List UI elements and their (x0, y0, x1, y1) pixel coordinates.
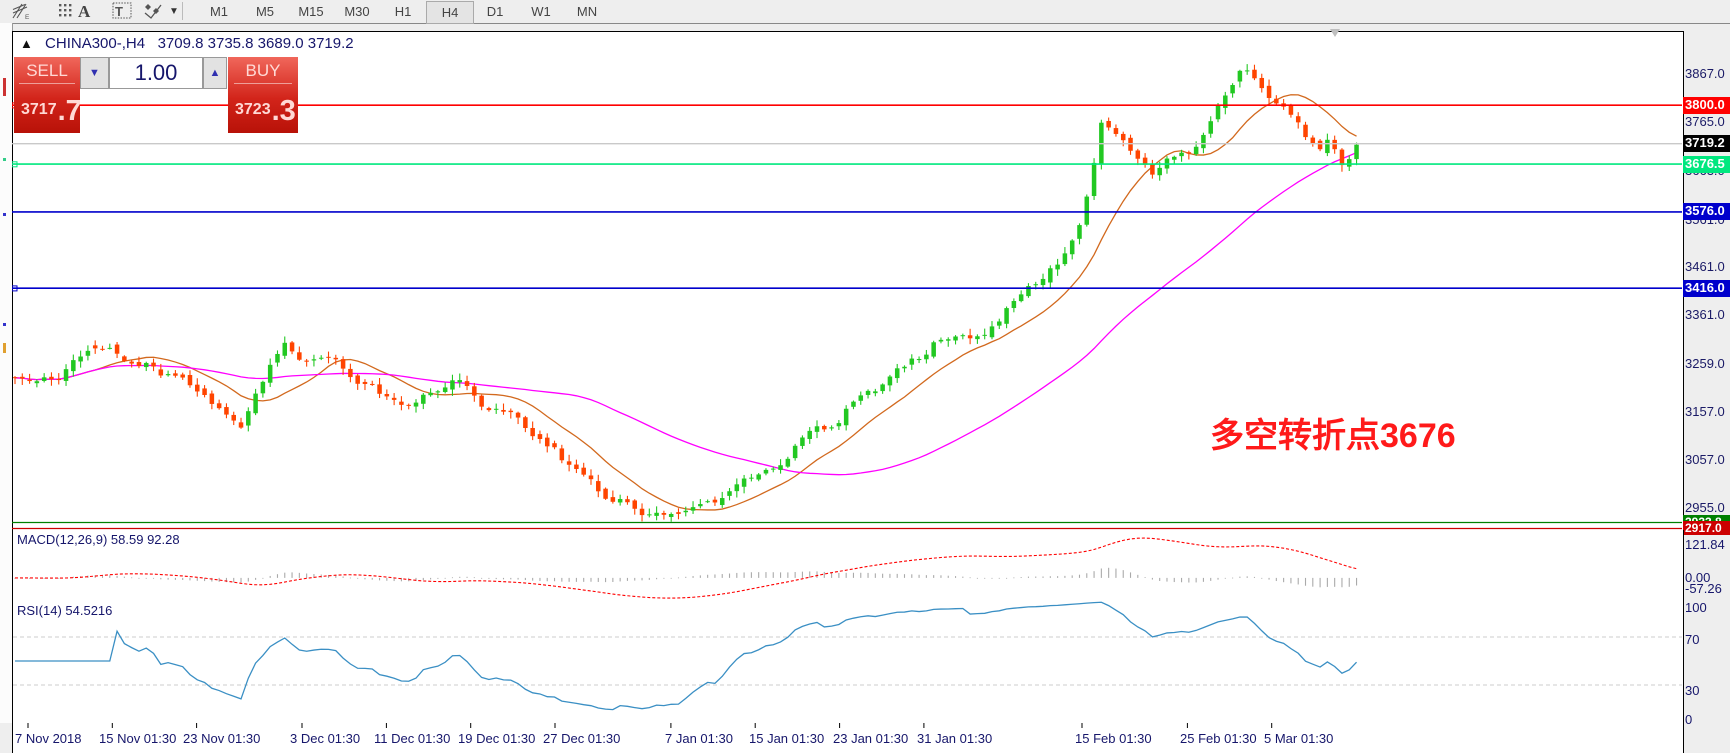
svg-text:T: T (115, 4, 123, 19)
svg-text:E: E (25, 14, 30, 21)
